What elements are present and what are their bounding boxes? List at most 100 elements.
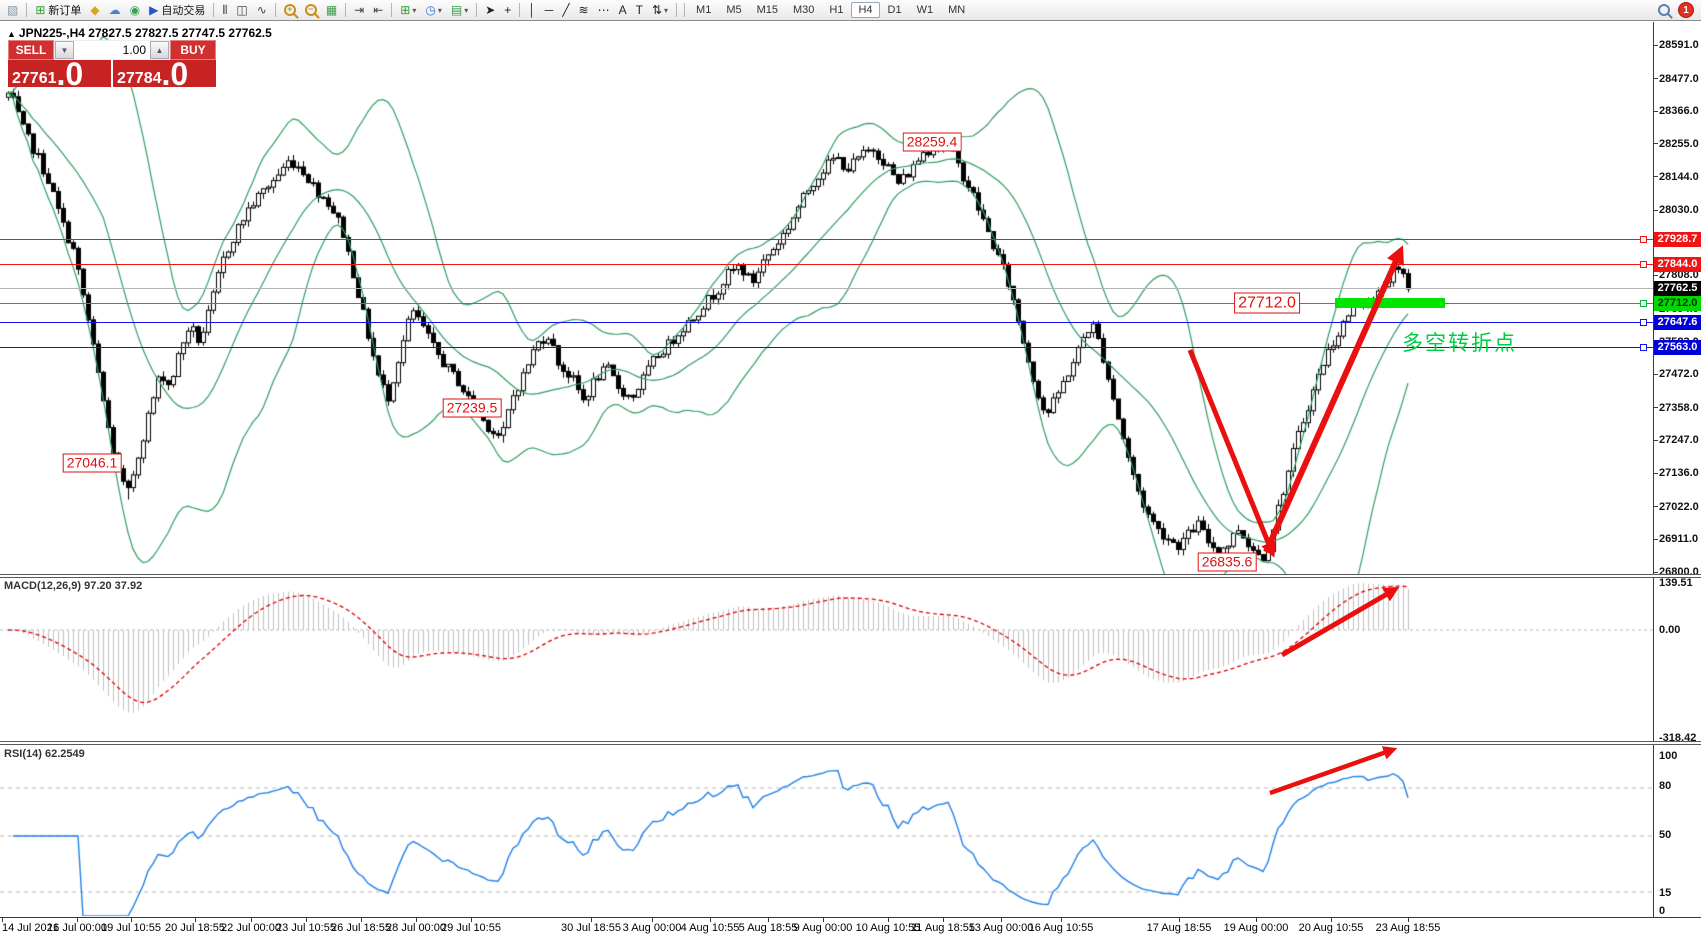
turning-point-annotation[interactable]: 多空转折点 (1402, 332, 1517, 355)
horizontal-level-line[interactable] (0, 288, 1653, 290)
price-tick-label: 28477.0 (1659, 72, 1699, 85)
price-tick (1653, 373, 1658, 375)
one-click-trading-widget: SELL ▼ ▲ BUY 27761.0 27784.0 (8, 40, 216, 92)
line-handle[interactable] (1640, 343, 1647, 351)
time-axis-label: 23 Jul 10:55 (276, 922, 336, 934)
price-tick-label: 28144.0 (1659, 170, 1699, 183)
time-tick (768, 918, 769, 922)
buy-button[interactable]: BUY (170, 40, 216, 60)
time-tick (591, 918, 592, 922)
volume-decrease-button[interactable]: ▼ (55, 41, 74, 59)
time-tick (1331, 918, 1332, 922)
time-tick (416, 918, 417, 922)
time-tick (1179, 918, 1180, 922)
time-tick (1408, 918, 1409, 922)
volume-increase-button[interactable]: ▲ (150, 41, 169, 59)
time-axis-label: 28 Jul 00:00 (386, 922, 446, 934)
price-tick (1653, 143, 1658, 145)
time-axis-label: 14 Jul 2021 (2, 922, 59, 934)
collapse-marker-icon[interactable]: ▲ (7, 29, 16, 39)
time-tick (710, 918, 711, 922)
time-tick (823, 918, 824, 922)
time-tick (471, 918, 472, 922)
price-marker-label[interactable]: 27712.0 (1234, 292, 1300, 314)
price-tick-label: 27022.0 (1659, 500, 1699, 513)
indicator-scale-label: 0.00 (1659, 624, 1681, 636)
price-tick-label: 28030.0 (1659, 204, 1699, 217)
pane-separator-macd[interactable] (0, 574, 1701, 578)
time-tick (1001, 918, 1002, 922)
indicator-scale-label: 80 (1659, 780, 1672, 792)
time-axis-label: 16 Jul 00:00 (47, 922, 107, 934)
time-tick (251, 918, 252, 922)
time-axis-label: 23 Aug 18:55 (1375, 922, 1441, 934)
time-axis-label: 16 Aug 10:55 (1028, 922, 1094, 934)
horizontal-level-line[interactable] (0, 239, 1653, 241)
price-tick-label: 26911.0 (1659, 533, 1699, 546)
price-tick (1653, 472, 1658, 474)
volume-input[interactable] (74, 41, 150, 59)
time-tick (361, 918, 362, 922)
time-tick (943, 918, 944, 922)
indicator-scale-label: 15 (1659, 887, 1672, 899)
time-axis-label: 3 Aug 00:00 (622, 922, 682, 934)
time-axis-label: 19 Jul 10:55 (101, 922, 161, 934)
price-marker-label[interactable]: 27239.5 (442, 398, 502, 418)
price-marker-label[interactable]: 28259.4 (902, 132, 962, 152)
pane-separator-rsi[interactable] (0, 741, 1701, 745)
price-tick (1653, 538, 1658, 540)
line-handle[interactable] (1640, 236, 1647, 244)
time-tick (1256, 918, 1257, 922)
indicator-scale-label: 0 (1659, 905, 1666, 917)
price-level-badge: 27844.0 (1654, 257, 1701, 273)
time-axis-label: 20 Jul 18:55 (165, 922, 225, 934)
time-tick (195, 918, 196, 922)
time-axis-label: 22 Jul 00:00 (221, 922, 281, 934)
price-tick-label: 28591.0 (1659, 39, 1699, 51)
sell-button[interactable]: SELL (8, 40, 54, 60)
time-tick (888, 918, 889, 922)
time-axis-line (0, 917, 1701, 918)
highlight-zone[interactable] (1335, 298, 1445, 308)
time-axis-label: 19 Aug 00:00 (1223, 922, 1289, 934)
buy-price[interactable]: 27784.0 (111, 58, 216, 90)
time-axis-label: 29 Jul 10:55 (441, 922, 501, 934)
rsi-label: RSI(14) 62.2549 (4, 748, 85, 760)
price-level-badge: 27762.5 (1654, 281, 1701, 297)
price-tick (1653, 506, 1658, 508)
indicator-scale-label: 50 (1659, 829, 1672, 841)
price-level-badge: 27563.0 (1654, 339, 1701, 355)
price-tick-label: 27472.0 (1659, 368, 1699, 381)
price-tick (1653, 44, 1658, 46)
price-tick (1653, 209, 1658, 211)
time-axis-label: 30 Jul 18:55 (561, 922, 621, 934)
price-tick-label: 27358.0 (1659, 401, 1699, 414)
price-axis-border (1653, 22, 1654, 918)
price-tick-label: 27808.0 (1659, 269, 1699, 282)
price-level-badge: 27647.6 (1654, 315, 1701, 331)
ohlc-readout: JPN225-,H4 27827.5 27827.5 27747.5 27762… (18, 26, 272, 40)
price-tick-label: 28255.0 (1659, 137, 1699, 150)
price-marker-label[interactable]: 26835.6 (1197, 552, 1257, 572)
volume-spinner: ▼ ▲ (54, 40, 170, 60)
time-axis-label: 9 Aug 00:00 (793, 922, 853, 934)
price-tick (1653, 78, 1658, 80)
price-tick (1653, 439, 1658, 441)
time-axis-label: 10 Aug 10:55 (855, 922, 921, 934)
line-handle[interactable] (1640, 319, 1647, 327)
time-axis-label: 4 Aug 10:55 (680, 922, 740, 934)
price-axis[interactable] (1654, 22, 1701, 918)
price-marker-label[interactable]: 27046.1 (62, 453, 122, 473)
horizontal-level-line[interactable] (0, 303, 1653, 305)
horizontal-level-line[interactable] (0, 322, 1653, 324)
time-axis-label: 11 Aug 18:55 (910, 922, 976, 934)
time-axis-label: 26 Jul 18:55 (331, 922, 391, 934)
line-handle[interactable] (1640, 261, 1647, 269)
horizontal-level-line[interactable] (0, 264, 1653, 266)
time-tick (1061, 918, 1062, 922)
line-handle[interactable] (1640, 300, 1647, 308)
sell-price[interactable]: 27761.0 (12, 55, 84, 92)
price-level-badge: 27928.7 (1654, 232, 1701, 248)
horizontal-level-line[interactable] (0, 346, 1653, 348)
